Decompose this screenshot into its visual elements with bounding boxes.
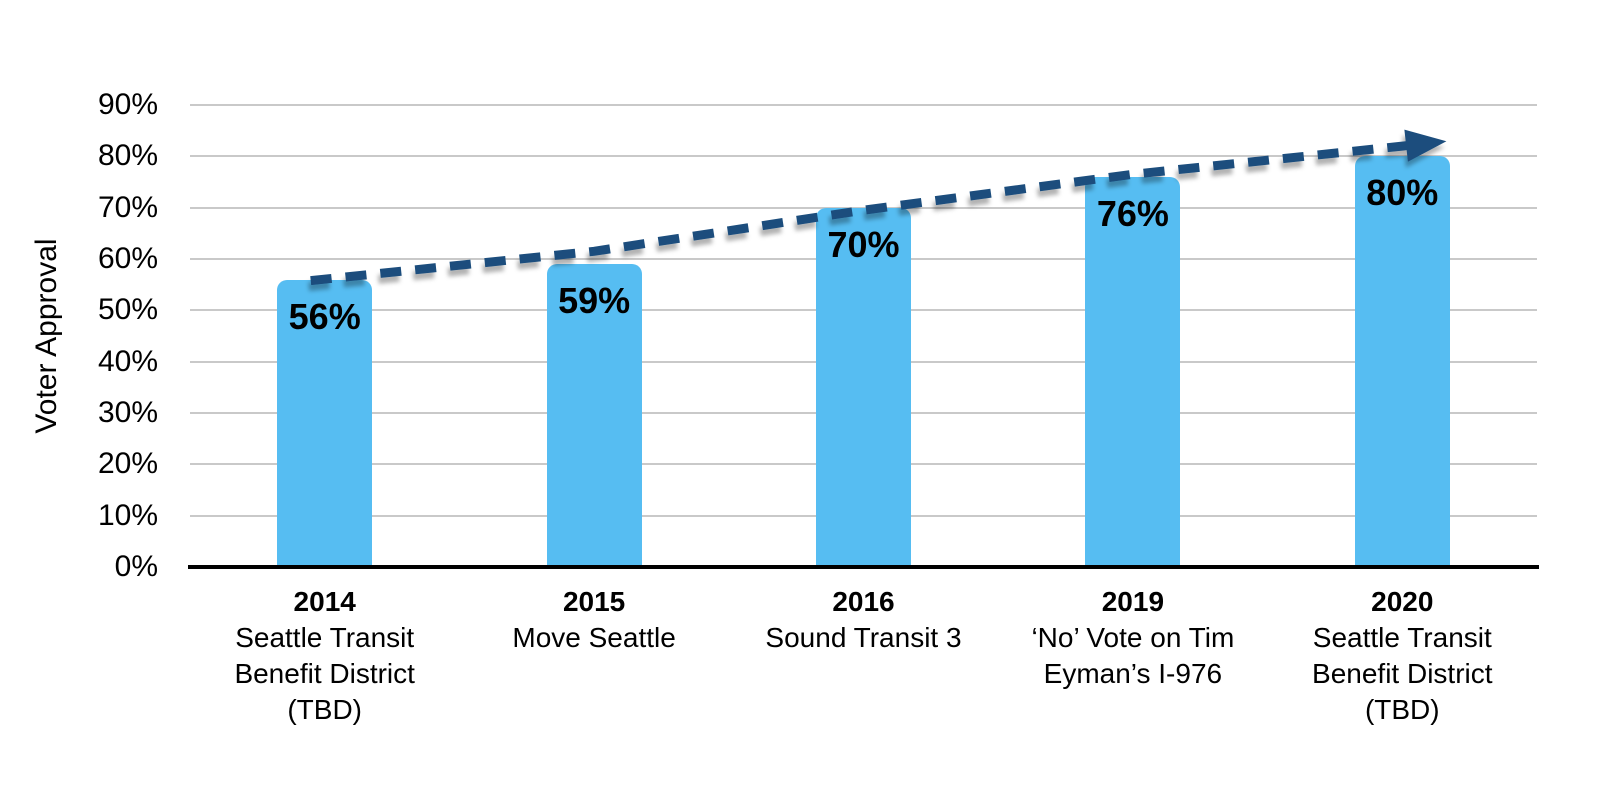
x-label-line: Eyman’s I-976 [1043,658,1223,689]
y-tick-label: 30% [97,396,158,429]
y-tick-label: 60% [97,242,158,275]
x-label-year: 2015 [562,586,626,617]
x-label-line: Move Seattle [512,622,676,653]
x-axis-line [188,565,1539,569]
x-label-year: 2020 [1371,586,1434,617]
x-label-2015: 2015 Move Seattle [459,584,728,656]
bar-2019: 76% [1085,176,1181,567]
bar-2020: 80% [1354,156,1450,567]
bar-value-label: 80% [1366,172,1439,214]
x-label-line: Seattle Transit [1312,622,1492,653]
bar-2014: 56% [277,279,373,567]
y-tick-label: 70% [97,190,158,224]
bar-2016: 70% [816,207,911,567]
x-label-2016: 2016 Sound Transit 3 [729,584,998,656]
x-label-year: 2014 [293,586,356,617]
x-label-line: Sound Transit 3 [765,622,962,653]
gridline [190,155,1537,158]
x-label-line: Benefit District [234,658,415,689]
bar-value-label: 59% [558,280,631,322]
plot-area: 56% 59% 70% 76% 80% [190,104,1537,567]
x-label-line: (TBD) [1364,694,1440,725]
y-tick-label: 80% [97,139,158,173]
bar-value-label: 70% [827,223,900,265]
x-label-line: (TBD) [287,694,363,725]
y-tick-label: 90% [97,88,158,121]
y-tick-label: 40% [97,344,158,378]
y-tick-label: 10% [97,498,158,532]
bar-value-label: 56% [288,295,361,337]
x-label-line: Benefit District [1312,658,1493,689]
x-label-line: ‘No’ Vote on Tim [1031,622,1235,653]
bar-2015: 59% [546,264,642,567]
x-label-2020: 2020 Seattle Transit Benefit District (TBD) [1268,584,1537,728]
x-label-2014: 2014 Seattle Transit Benefit District (TBD) [190,584,459,728]
x-label-year: 2019 [1101,586,1165,617]
x-label-2019: 2019 ‘No’ Vote on Tim Eyman’s I-976 [998,584,1267,692]
gridline [190,104,1537,106]
y-tick-label: 50% [97,293,158,327]
y-tick-label: 0% [114,550,158,583]
y-tick-label: 20% [97,447,158,481]
x-label-year: 2016 [832,586,895,617]
bar-value-label: 76% [1096,192,1169,234]
x-label-line: Seattle Transit [235,622,415,653]
